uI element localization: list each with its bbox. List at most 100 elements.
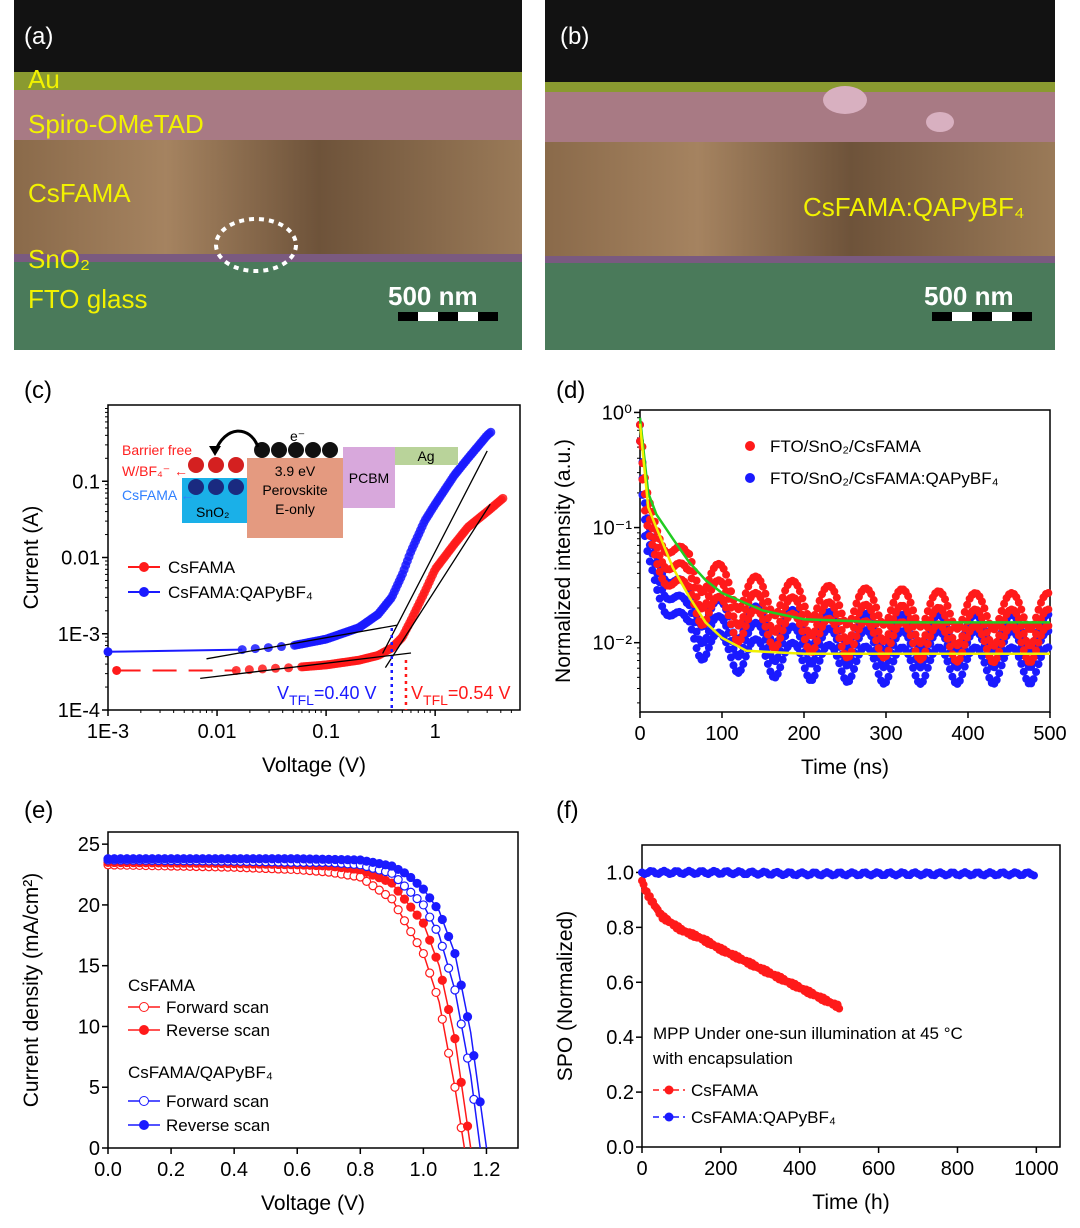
- data-point: [795, 587, 804, 596]
- data-point: [815, 656, 824, 665]
- legend-marker: [664, 1085, 674, 1095]
- data-point: [1029, 675, 1038, 684]
- data-point: [425, 935, 435, 945]
- data-point: [399, 916, 410, 926]
- data-point: [444, 931, 454, 942]
- inset-eonly: E-only: [275, 501, 315, 517]
- pcbm-box: [343, 447, 395, 508]
- x-tick-label: 0.01: [198, 721, 237, 743]
- data-point: [1019, 646, 1028, 655]
- blue-dot: [188, 479, 204, 495]
- data-point: [425, 912, 435, 922]
- data-point: [450, 948, 460, 959]
- data-point: [977, 597, 986, 606]
- data-point: [412, 937, 422, 948]
- fit-line: [384, 503, 491, 668]
- data-point: [778, 626, 787, 635]
- chart-d: 0 100 200 300 400 500 10⁰ 10⁻¹ 10⁻² Time (ns) Norm…: [552, 402, 1067, 779]
- chart-f: 0 200 400 600 800 1000 0.0 0.2 0.4 0.6 0.8 1.0 Time …: [554, 844, 1061, 1214]
- data-point: [437, 975, 447, 985]
- y-tick-label: 0.6: [606, 972, 634, 994]
- data-point: [1044, 621, 1053, 630]
- panel-label-f: (f): [556, 797, 579, 824]
- data-point: [982, 612, 991, 621]
- data-point: [655, 567, 664, 576]
- data-point: [759, 582, 767, 591]
- x-tick-label: 500: [1033, 723, 1066, 745]
- data-point: [393, 886, 403, 896]
- data-point: [832, 593, 841, 602]
- x-tick-label: 200: [787, 723, 820, 745]
- data-point: [431, 902, 441, 912]
- data-point: [741, 652, 750, 661]
- x-tick-label: 0.8: [346, 1159, 374, 1181]
- data-point: [886, 639, 895, 648]
- y-tick-label: 20: [78, 895, 100, 917]
- series-spo: [638, 866, 1038, 880]
- data-point: [830, 587, 839, 596]
- chart-e: 0.0 0.2 0.4 0.6 0.8 1.0 1.2 0 5 10 15 20 25 Voltage (…: [20, 831, 519, 1215]
- x-tick-label: 0.2: [157, 1159, 185, 1181]
- inset-barrier-free: Barrier free: [122, 442, 192, 458]
- legend-label: CsFAMA: [168, 558, 236, 577]
- scale-bar-label-a: 500 nm: [388, 281, 478, 311]
- data-point: [911, 671, 920, 680]
- y-tick-label: 0.8: [606, 917, 634, 939]
- data-point: [874, 644, 883, 653]
- data-point: [736, 666, 745, 675]
- data-point: [911, 630, 920, 639]
- data-point: [906, 598, 915, 607]
- data-point: [960, 640, 969, 649]
- data-point: [702, 650, 711, 659]
- inset-csfama: CsFAMA ←: [122, 487, 194, 503]
- series-spo: [638, 876, 844, 1013]
- data-point: [498, 493, 508, 503]
- data-point: [773, 640, 782, 649]
- data-point: [456, 1019, 466, 1029]
- data-point: [963, 655, 972, 664]
- data-point: [412, 878, 422, 888]
- data-point: [704, 627, 713, 636]
- y-axis-label: Current (A): [20, 506, 43, 610]
- x-axis-label: Time (ns): [801, 756, 889, 779]
- electron-dot: [305, 442, 321, 458]
- y-axis-label: SPO (Normalized): [554, 911, 577, 1081]
- data-point: [729, 628, 738, 637]
- data-point: [943, 601, 952, 610]
- data-point: [926, 656, 935, 665]
- data-point: [921, 671, 930, 680]
- data-point: [475, 1097, 485, 1107]
- panel-label-e: (e): [24, 797, 53, 824]
- inset-wbf4: W/BF₄⁻ ←: [122, 463, 188, 479]
- x-tick-label: 100: [705, 723, 738, 745]
- plot-frame: [639, 409, 1051, 713]
- y-tick-label: 5: [89, 1077, 100, 1099]
- y-tick-label: 15: [78, 956, 100, 978]
- series-line: [107, 648, 243, 653]
- legend-e-forward-2: Forward scan: [166, 1092, 269, 1111]
- data-point: [800, 602, 809, 611]
- data-point: [639, 880, 648, 889]
- data-point: [1017, 605, 1026, 614]
- data-point: [776, 663, 785, 672]
- data-point: [655, 551, 664, 560]
- inset-perovskite-ev: 3.9 eV: [275, 463, 316, 479]
- x-tick-label: 0.1: [312, 721, 340, 743]
- data-point: [850, 664, 859, 673]
- data-point: [437, 1014, 447, 1024]
- data-point: [1019, 667, 1028, 676]
- y-tick-label: 1E-4: [58, 700, 100, 722]
- data-point: [406, 927, 416, 937]
- data-point: [1029, 653, 1038, 662]
- legend-marker: [745, 473, 755, 483]
- legend-marker: [139, 1025, 149, 1035]
- data-point: [444, 1004, 454, 1015]
- legend-label: FTO/SnO₂/CsFAMA:QAPyBF₄: [770, 469, 999, 488]
- data-point: [1019, 629, 1028, 638]
- legend-e-group2: CsFAMA/QAPyBF₄: [128, 1063, 273, 1082]
- data-point: [874, 611, 883, 620]
- data-point: [835, 1004, 844, 1013]
- annotation-f-line1: MPP Under one-sun illumination at 45 °C: [653, 1024, 963, 1043]
- data-point: [444, 1048, 454, 1058]
